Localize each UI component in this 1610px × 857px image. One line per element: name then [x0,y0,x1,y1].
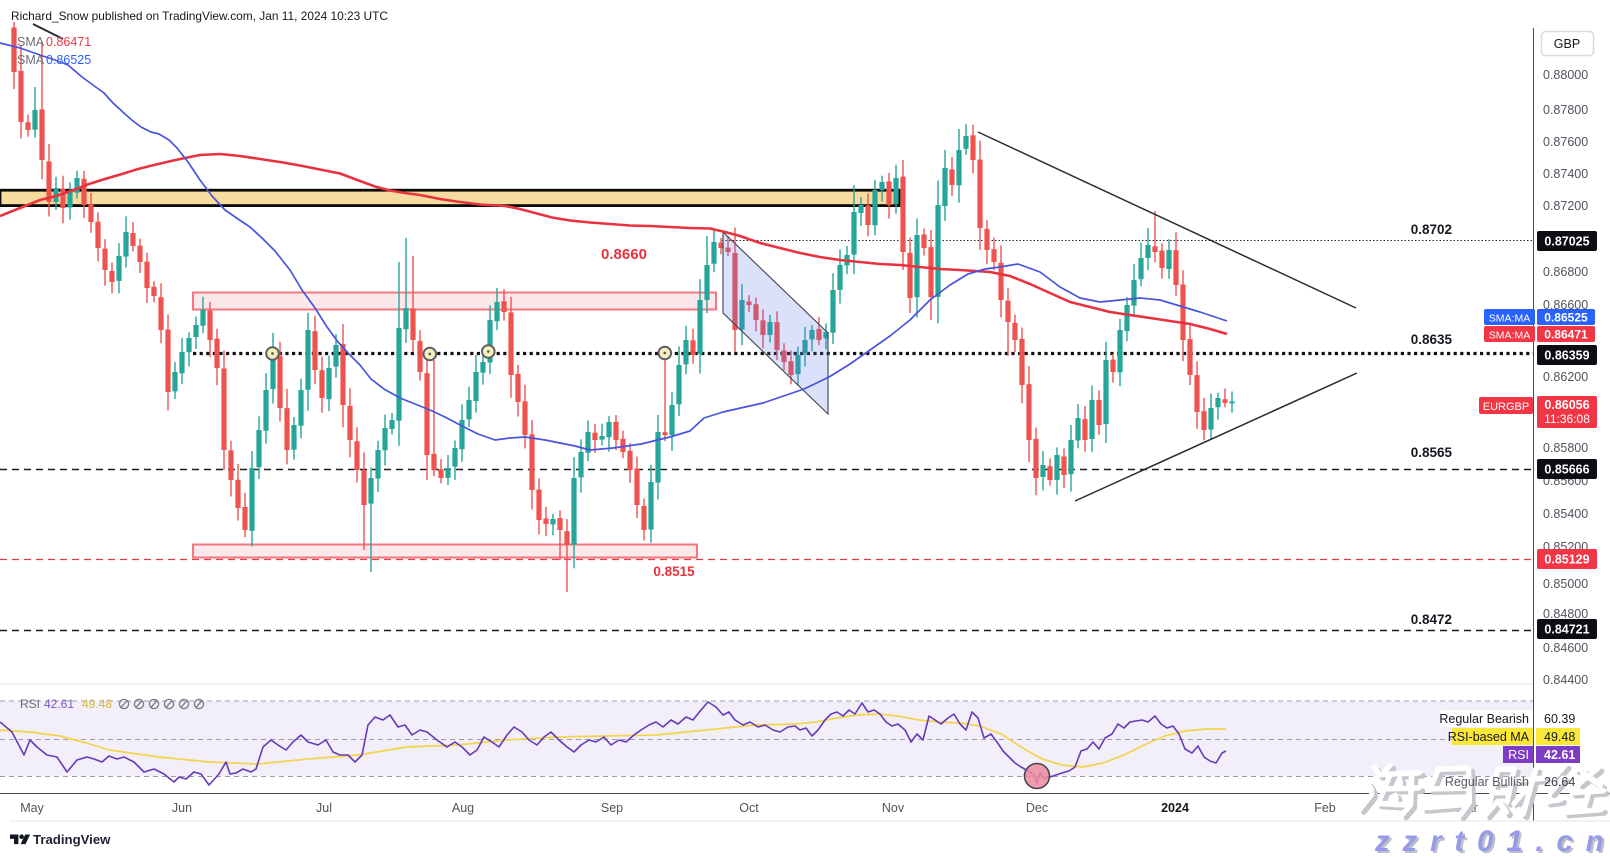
svg-text:0.86200: 0.86200 [1543,370,1588,384]
svg-text:0.87600: 0.87600 [1543,135,1588,149]
svg-text:0.86471: 0.86471 [1544,327,1588,341]
svg-text:Dec: Dec [1026,801,1048,815]
svg-text:0.8660: 0.8660 [601,246,647,263]
svg-text:zzrt01.cn: zzrt01.cn [1374,825,1610,857]
svg-text:49.48: 49.48 [1544,730,1575,744]
svg-text:0.86359: 0.86359 [1544,348,1589,362]
svg-text:0.85000: 0.85000 [1543,577,1588,591]
svg-text:0.8515: 0.8515 [653,564,695,579]
svg-text:0.86525: 0.86525 [46,53,91,67]
svg-text:11:36:08: 11:36:08 [1544,412,1590,426]
svg-text:Regular Bearish: Regular Bearish [1439,712,1529,726]
svg-text:Oct: Oct [739,801,759,815]
svg-text:0.86600: 0.86600 [1543,298,1588,312]
svg-text:26.64: 26.64 [1544,775,1575,789]
svg-text:May: May [20,801,44,815]
svg-text:0.84400: 0.84400 [1543,673,1588,687]
svg-text:0.84800: 0.84800 [1543,607,1588,621]
svg-text:RSI-based MA: RSI-based MA [1448,730,1530,744]
svg-text:0.85129: 0.85129 [1544,552,1589,566]
svg-text:0.84721: 0.84721 [1544,622,1589,636]
svg-text:Feb: Feb [1314,801,1336,815]
svg-text:SMA:MA: SMA:MA [1489,329,1530,341]
svg-text:RSI: RSI [20,697,40,711]
svg-text:42.61: 42.61 [1544,748,1575,762]
svg-text:0.84600: 0.84600 [1543,641,1588,655]
svg-text:Regular Bullish: Regular Bullish [1445,775,1529,789]
svg-text:TradingView: TradingView [33,832,111,847]
svg-text:2024: 2024 [1161,801,1189,815]
svg-text:0.8565: 0.8565 [1411,445,1453,460]
svg-text:SMA: SMA [17,35,45,49]
svg-text:Jun: Jun [172,801,192,815]
svg-text:RSI: RSI [1508,748,1529,762]
svg-text:Jul: Jul [316,801,332,815]
svg-text:0.87400: 0.87400 [1543,167,1588,181]
svg-text:42.61: 42.61 [44,697,74,711]
svg-text:Aug: Aug [452,801,474,815]
svg-text:0.8702: 0.8702 [1411,222,1452,237]
svg-text:0.87800: 0.87800 [1543,103,1588,117]
svg-text:0.86056: 0.86056 [1544,398,1589,412]
svg-text:Nov: Nov [882,801,905,815]
svg-text:0.88000: 0.88000 [1543,68,1588,82]
svg-text:0.86525: 0.86525 [1544,310,1588,324]
svg-text:0.85400: 0.85400 [1543,507,1588,521]
svg-text:0.85800: 0.85800 [1543,441,1588,455]
svg-text:SMA:MA: SMA:MA [1489,312,1530,324]
svg-text:0.87025: 0.87025 [1544,234,1589,248]
svg-text:0.86800: 0.86800 [1543,265,1588,279]
svg-text:49.48: 49.48 [82,697,112,711]
svg-text:GBP: GBP [1554,37,1580,51]
svg-text:Richard_Snow published on Trad: Richard_Snow published on TradingView.co… [11,9,388,23]
svg-text:0.8472: 0.8472 [1411,612,1452,627]
svg-text:SMA: SMA [17,53,45,67]
svg-text:0.8635: 0.8635 [1411,332,1453,347]
svg-text:Sep: Sep [601,801,623,815]
svg-text:60.39: 60.39 [1544,712,1575,726]
svg-text:0.85666: 0.85666 [1544,462,1589,476]
svg-text:zzrt01.cn: zzrt01.cn [1376,827,1610,857]
svg-text:0.86471: 0.86471 [46,35,91,49]
svg-text:0.87200: 0.87200 [1543,199,1588,213]
svg-text:EURGBP: EURGBP [1483,401,1529,413]
